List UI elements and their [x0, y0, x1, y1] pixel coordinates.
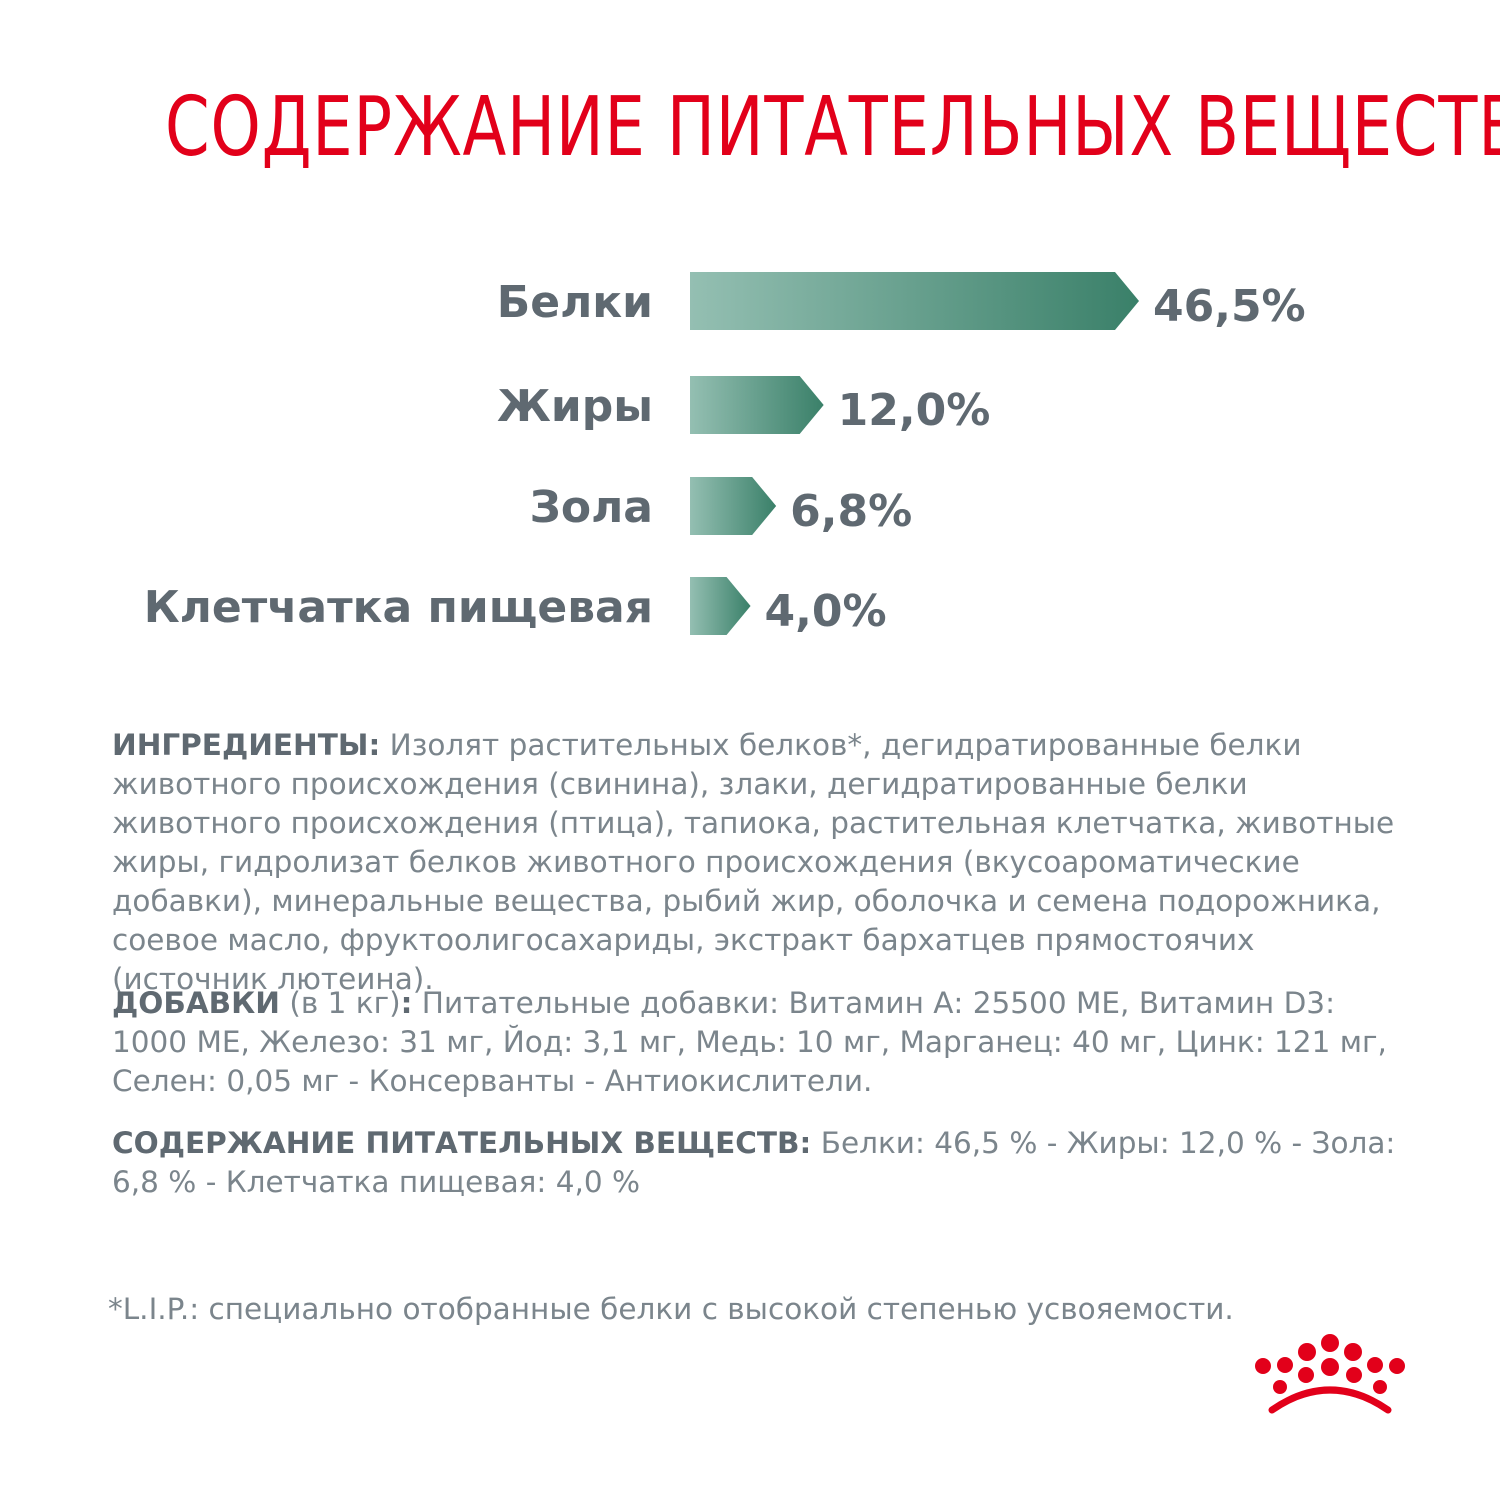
bar-2	[690, 376, 824, 434]
category-label: Зола	[530, 482, 653, 533]
additives-text: Питательные добавки: Витамин А: 25500 МЕ…	[112, 986, 1387, 1098]
bar-1	[690, 272, 1139, 330]
category-label: Белки	[497, 277, 653, 328]
bar-3	[690, 477, 777, 535]
value-label: 46,5%	[1153, 281, 1306, 332]
ingredients-label: ИНГРЕДИЕНТЫ:	[112, 728, 381, 762]
nutrients-text: Белки: 46,5 % - Жиры: 12,0 % - Зола: 6,8…	[112, 1126, 1396, 1199]
ingredients-text: Изолят растительных белков*, дегидратиро…	[112, 728, 1395, 996]
nutrient-bar-chart: Белки 46,5% Жиры 12,0% Зола 6,8% Клетчатка пищ…	[144, 272, 1306, 637]
additives-colon: :	[400, 986, 413, 1020]
bar-4	[690, 577, 751, 635]
additives-paragraph: ДОБАВКИ (в 1 кг): Питательные добавки: В…	[112, 984, 1412, 1101]
additives-label: ДОБАВКИ	[112, 986, 280, 1020]
value-label: 4,0%	[765, 586, 887, 637]
footnote: *L.I.P.: специально отобранные белки с в…	[108, 1292, 1234, 1326]
bar-group: Белки 46,5% Жиры 12,0% Зола 6,8% Клетчатка пищ…	[144, 272, 1306, 637]
category-label: Жиры	[497, 381, 653, 432]
page-title: СОДЕРЖАНИЕ ПИТАТЕЛЬНЫХ ВЕЩЕСТВ	[165, 80, 1500, 175]
additives-unit-note: (в 1 кг)	[279, 986, 401, 1020]
category-label: Клетчатка пищевая	[144, 582, 653, 633]
value-label: 6,8%	[790, 486, 912, 537]
nutrients-label: СОДЕРЖАНИЕ ПИТАТЕЛЬНЫХ ВЕЩЕСТВ:	[112, 1126, 812, 1160]
nutrients-paragraph: СОДЕРЖАНИЕ ПИТАТЕЛЬНЫХ ВЕЩЕСТВ: Белки: 4…	[112, 1124, 1412, 1202]
value-label: 12,0%	[838, 385, 991, 436]
crown-icon	[1255, 1334, 1405, 1414]
ingredients-paragraph: ИНГРЕДИЕНТЫ: Изолят растительных белков*…	[112, 726, 1412, 999]
